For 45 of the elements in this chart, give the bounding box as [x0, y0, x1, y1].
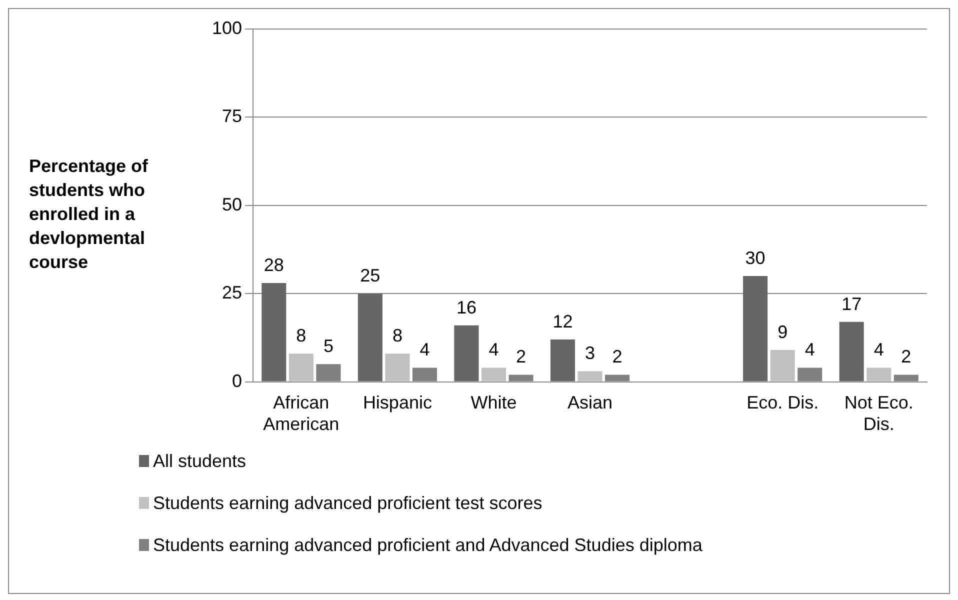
data-label: 8 [392, 326, 402, 346]
y-tick-label: 50 [222, 194, 242, 214]
data-label: 8 [296, 326, 306, 346]
data-label: 2 [516, 346, 526, 367]
x-tick-label: Not Eco. Dis. [844, 392, 914, 434]
x-tick-label: Hispanic [362, 392, 432, 413]
data-label: 16 [456, 297, 476, 318]
bar [288, 354, 314, 382]
data-label: 4 [420, 340, 430, 360]
bar [839, 322, 864, 382]
data-label: 9 [778, 322, 788, 342]
y-axis-title: Percentage of students who enrolled in a devlopmental course [29, 155, 150, 274]
bar [454, 325, 479, 382]
data-label: 17 [842, 294, 862, 314]
y-tick-label: 0 [232, 370, 242, 391]
bar [578, 371, 602, 382]
data-label: 30 [745, 248, 766, 268]
bar [358, 294, 382, 382]
legend-label: Students earning advanced proficient test scores [153, 492, 542, 514]
bar [385, 354, 410, 382]
data-label: 5 [323, 336, 334, 356]
x-tick-label: African American [263, 392, 340, 434]
data-label: 28 [264, 254, 284, 275]
legend-label: All students [153, 450, 246, 472]
data-label: 25 [360, 266, 380, 286]
y-tick-label: 25 [222, 282, 242, 303]
data-label: 4 [874, 340, 884, 360]
data-label: 4 [804, 340, 815, 360]
data-label: 12 [552, 311, 573, 332]
bar [866, 368, 892, 382]
y-tick-label: 75 [222, 106, 242, 126]
data-label: 2 [612, 346, 622, 367]
bar [262, 283, 286, 382]
y-tick-label: 100 [212, 18, 242, 38]
legend-label: Students earning advanced proficient and Advanced Studies diploma [153, 534, 702, 556]
x-tick-label: Asian [568, 392, 613, 413]
bar [550, 339, 576, 382]
bar [743, 276, 768, 382]
x-tick-label: White [470, 392, 517, 413]
bar [770, 350, 795, 382]
data-label: 3 [585, 343, 596, 364]
x-tick-label: Eco. Dis. [746, 392, 819, 413]
bar [481, 368, 506, 382]
data-label: 4 [488, 340, 499, 360]
data-label: 2 [901, 346, 912, 367]
